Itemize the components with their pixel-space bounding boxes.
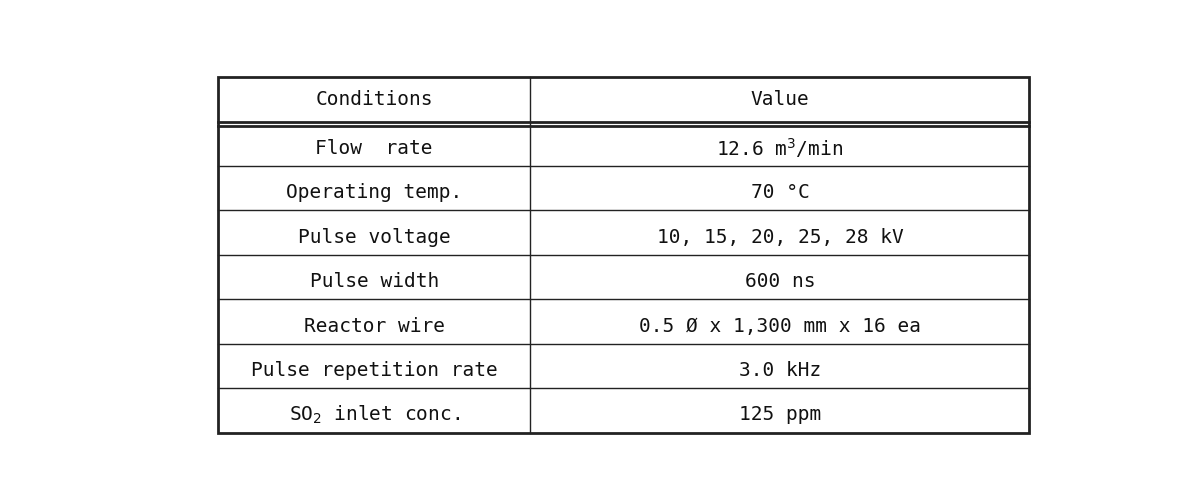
Text: 3.0 kHz: 3.0 kHz	[739, 361, 821, 380]
Text: Pulse voltage: Pulse voltage	[298, 228, 451, 247]
Text: Conditions: Conditions	[315, 90, 433, 109]
Text: 600 ns: 600 ns	[745, 272, 815, 291]
Text: Flow  rate: Flow rate	[315, 139, 433, 158]
Text: Operating temp.: Operating temp.	[286, 183, 462, 203]
Text: 125 ppm: 125 ppm	[739, 406, 821, 425]
Text: 12.6 m$^3$/min: 12.6 m$^3$/min	[716, 136, 844, 160]
Text: Reactor wire: Reactor wire	[303, 317, 445, 336]
Text: Pulse width: Pulse width	[309, 272, 439, 291]
Text: Pulse repetition rate: Pulse repetition rate	[251, 361, 497, 380]
Bar	[218, 77, 1029, 433]
Text: SO$_2$ inlet conc.: SO$_2$ inlet conc.	[289, 404, 459, 426]
Text: 10, 15, 20, 25, 28 kV: 10, 15, 20, 25, 28 kV	[657, 228, 903, 247]
Text: 70 °C: 70 °C	[751, 183, 809, 203]
Text: 0.5 Ø x 1,300 mm x 16 ea: 0.5 Ø x 1,300 mm x 16 ea	[639, 317, 921, 336]
Text: Value: Value	[751, 90, 809, 109]
